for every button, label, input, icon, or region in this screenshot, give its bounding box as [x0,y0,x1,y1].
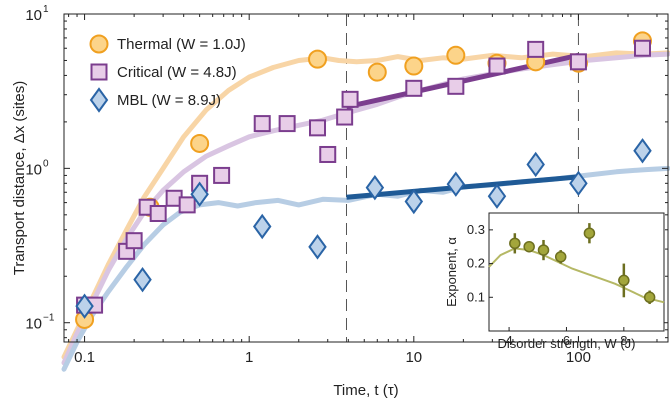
y-tick-label: 10 [25,7,42,24]
critical-data-point [405,79,423,97]
inset-data-point [583,227,596,239]
legend-marker [89,87,109,113]
x-tick-label: 100 [566,349,591,366]
critical-data-point [569,53,587,71]
x-tick-label: 10 [405,349,422,366]
critical-data-point [213,166,231,184]
y-tick-label: 10 [25,316,42,333]
thermal-data-point [308,49,328,69]
legend-item-mbl: MBL (W = 8.9J) [89,87,221,113]
inset-data-point [554,251,567,263]
critical-data-point [278,115,296,133]
main-points-layer [75,31,652,329]
inset-y-tick-label: 0.3 [467,222,485,237]
y-tick-exponent: 0 [43,158,49,169]
y-tick-exponent: −1 [43,313,55,324]
critical-data-point [633,39,651,57]
critical-data-point [488,57,506,75]
thermal-data-point [404,56,424,76]
critical-data-point [341,90,359,108]
mbl-data-point [75,293,94,319]
thermal-data-point [446,45,466,65]
x-tick-label: 0.1 [74,349,95,366]
inset-y-tick-label: 0.2 [467,256,485,271]
mbl-data-point [365,174,385,201]
inset-data-point [643,291,656,304]
critical-data-point [125,232,143,250]
critical-data-point [527,40,545,58]
inset-chart: 4 6 8 0.1 0.2 0.3 Disorder strength, W (J) Ex… [444,212,665,351]
legend: Thermal (W = 1.0J) Critical (W = 4.8J) M… [89,34,246,113]
inset-data-point [618,274,630,287]
inset-data-point [509,237,521,250]
legend-marker [90,63,108,81]
critical-data-point [336,108,354,126]
critical-data-point [319,145,337,163]
mbl-data-point [308,234,327,260]
y-axis-title: Transport distance, Δx (sites) [11,81,28,276]
legend-marker-diamond [89,87,109,113]
mbl-data-point [190,181,209,207]
legend-item-thermal: Thermal (W = 1.0J) [89,34,246,54]
legend-label-critical: Critical (W = 4.8J) [117,64,237,81]
x-axis-title: Time, t (τ) [333,382,398,399]
inset-x-tick-label: 6 [563,333,570,348]
inset-y-tick-label: 0.1 [467,289,485,304]
mbl-data-point [404,188,424,215]
mbl-data-point [633,138,652,164]
inset-axes-layer: 4 6 8 0.1 0.2 0.3 [467,222,628,348]
legend-label-mbl: MBL (W = 8.9J) [117,92,221,109]
inset-x-tick-label: 4 [505,333,512,348]
x-tick-label: 1 [245,349,253,366]
mbl-data-point [526,151,545,178]
mbl-data-point [446,171,466,197]
thermal-data-point [367,62,387,82]
critical-data-point [447,77,465,95]
inset-data-point [523,240,535,253]
inset-y-axis-title: Exponent, α [444,237,459,307]
inset-x-tick-label: 8 [620,333,627,348]
mbl-data-point [133,266,152,293]
plot-frame [63,13,669,343]
thermal-data-point [190,133,210,153]
y-tick-label: 10 [25,161,42,178]
legend-marker [89,34,109,54]
y-tick-exponent: 1 [43,4,49,15]
mbl-data-point [252,213,272,240]
inset-points-layer [509,223,656,305]
legend-marker-square [90,63,108,81]
legend-label-thermal: Thermal (W = 1.0J) [117,36,246,53]
mbl-data-point [569,170,588,197]
critical-data-point [149,204,167,222]
critical-data-point [309,119,327,137]
critical-data-point [178,196,196,214]
legend-marker-circle [89,34,109,54]
inset-background [488,212,665,332]
inset-x-axis-title: Disorder strength, W (J) [498,336,636,351]
inset-data-point [537,244,550,256]
critical-data-point [253,115,271,133]
mbl-data-point [487,183,507,209]
legend-item-critical: Critical (W = 4.8J) [90,63,237,81]
